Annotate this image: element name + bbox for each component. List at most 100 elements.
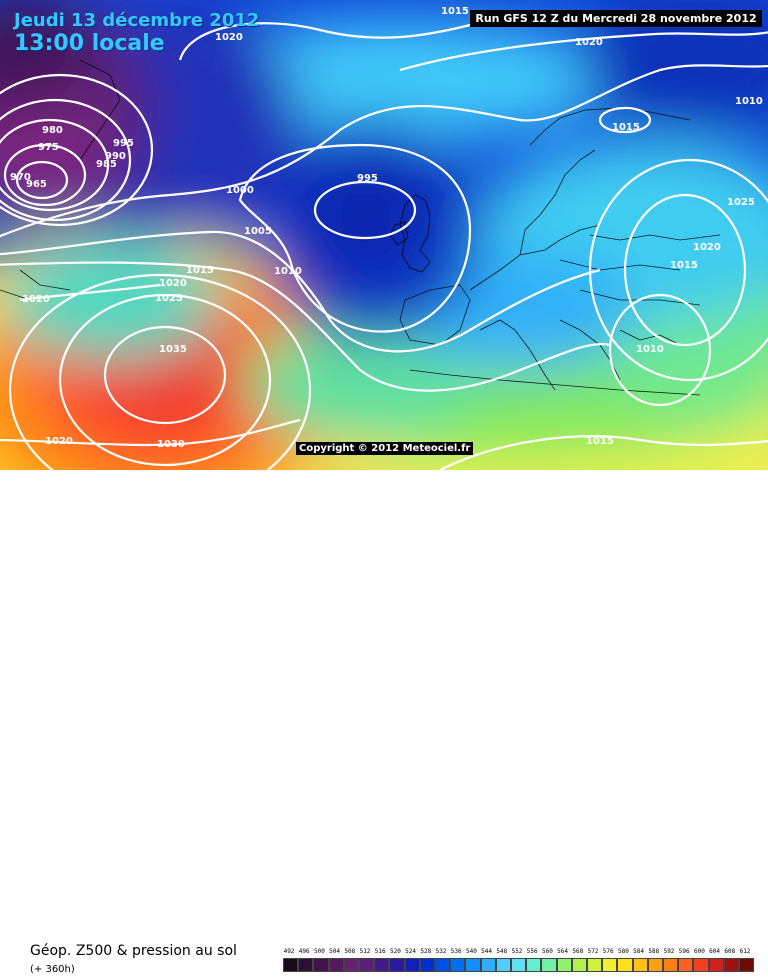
scale-label: 572 — [587, 948, 599, 955]
scale-label: 492 — [283, 948, 295, 955]
scale-label: 532 — [435, 948, 447, 955]
scale-label: 552 — [511, 948, 523, 955]
svg-text:985: 985 — [96, 159, 117, 170]
scale-swatch — [328, 958, 344, 972]
svg-text:1035: 1035 — [159, 344, 187, 355]
scale-swatch — [359, 958, 375, 972]
scale-swatch — [541, 958, 557, 972]
scale-label: 496 — [298, 948, 310, 955]
svg-text:1020: 1020 — [22, 294, 50, 305]
svg-text:995: 995 — [113, 138, 134, 149]
scale-swatch — [587, 958, 603, 972]
scale-label: 524 — [405, 948, 417, 955]
svg-text:980: 980 — [42, 125, 63, 136]
scale-label: 528 — [420, 948, 432, 955]
svg-text:1020: 1020 — [159, 278, 187, 289]
scale-label: 584 — [633, 948, 645, 955]
svg-text:1015: 1015 — [441, 6, 469, 17]
scale-label: 504 — [329, 948, 341, 955]
scale-label: 548 — [496, 948, 508, 955]
geopotential-map: 1015 1020 1020 1010 1015 980 975 995 990… — [0, 0, 768, 470]
scale-swatch — [419, 958, 435, 972]
scale-swatch — [708, 958, 724, 972]
scale-swatch — [283, 958, 299, 972]
scale-label: 592 — [663, 948, 675, 955]
svg-text:1020: 1020 — [45, 436, 73, 447]
scale-swatch — [511, 958, 527, 972]
svg-text:1020: 1020 — [693, 242, 721, 253]
scale-swatch — [480, 958, 496, 972]
svg-text:990: 990 — [105, 151, 126, 162]
svg-text:1015: 1015 — [186, 265, 214, 276]
forecast-date: Jeudi 13 décembre 2012 — [14, 10, 260, 31]
scale-swatch — [313, 958, 329, 972]
scale-swatch — [647, 958, 663, 972]
svg-text:1030: 1030 — [157, 439, 185, 450]
weather-map: 1015 1020 1020 1010 1015 980 975 995 990… — [0, 0, 768, 470]
scale-label: 580 — [617, 948, 629, 955]
scale-label: 608 — [724, 948, 736, 955]
scale-swatch — [450, 958, 466, 972]
scale-label: 612 — [739, 948, 751, 955]
scale-label: 508 — [344, 948, 356, 955]
svg-text:1015: 1015 — [612, 122, 640, 133]
svg-text:1005: 1005 — [244, 226, 272, 237]
scale-label: 516 — [374, 948, 386, 955]
svg-text:965: 965 — [26, 179, 47, 190]
scale-swatch — [556, 958, 572, 972]
forecast-hour: (+ 360h) — [30, 964, 75, 975]
forecast-time: 13:00 locale — [14, 31, 165, 56]
svg-text:1015: 1015 — [586, 436, 614, 447]
scale-swatch — [435, 958, 451, 972]
svg-text:1020: 1020 — [215, 32, 243, 43]
scale-label: 588 — [648, 948, 660, 955]
svg-text:1010: 1010 — [274, 266, 302, 277]
legend-bar: Géop. Z500 & pression au sol (+ 360h) 49… — [0, 470, 768, 975]
scale-swatch — [663, 958, 679, 972]
svg-text:975: 975 — [38, 142, 59, 153]
scale-swatch — [693, 958, 709, 972]
isobar-labels: 1015 1020 1020 1010 1015 980 975 995 990… — [10, 6, 763, 450]
svg-text:1020: 1020 — [575, 37, 603, 48]
scale-swatch — [389, 958, 405, 972]
scale-swatch — [678, 958, 694, 972]
color-scale: 492 496 500 504 508 512 516 520 524 528 532 536 540 5… — [283, 948, 755, 978]
scale-label: 576 — [602, 948, 614, 955]
scale-label: 536 — [450, 948, 462, 955]
svg-text:1025: 1025 — [727, 197, 755, 208]
scale-swatch — [632, 958, 648, 972]
svg-text:1010: 1010 — [735, 96, 763, 107]
scale-label: 604 — [709, 948, 721, 955]
scale-label: 512 — [359, 948, 371, 955]
scale-label: 600 — [693, 948, 705, 955]
svg-text:995: 995 — [357, 173, 378, 184]
scale-swatch — [571, 958, 587, 972]
scale-swatch — [495, 958, 511, 972]
scale-label: 596 — [678, 948, 690, 955]
scale-swatch — [374, 958, 390, 972]
scale-label: 560 — [541, 948, 553, 955]
scale-swatch — [617, 958, 633, 972]
svg-text:1025: 1025 — [155, 293, 183, 304]
scale-label: 520 — [389, 948, 401, 955]
parameter-title: Géop. Z500 & pression au sol — [30, 943, 237, 959]
scale-label: 568 — [572, 948, 584, 955]
scale-swatch — [298, 958, 314, 972]
isobars — [0, 22, 768, 470]
scale-swatch — [465, 958, 481, 972]
scale-label: 564 — [557, 948, 569, 955]
svg-text:1010: 1010 — [636, 344, 664, 355]
svg-text:1000: 1000 — [226, 185, 254, 196]
svg-text:1015: 1015 — [670, 260, 698, 271]
scale-label: 500 — [313, 948, 325, 955]
scale-swatch — [602, 958, 618, 972]
copyright-label: Copyright © 2012 Meteociel.fr — [296, 442, 474, 455]
scale-swatch — [526, 958, 542, 972]
scale-label: 540 — [465, 948, 477, 955]
svg-text:970: 970 — [10, 172, 31, 183]
scale-swatch — [404, 958, 420, 972]
scale-label: 544 — [481, 948, 493, 955]
scale-swatch — [739, 958, 755, 972]
scale-label: 556 — [526, 948, 538, 955]
scale-swatch — [723, 958, 739, 972]
